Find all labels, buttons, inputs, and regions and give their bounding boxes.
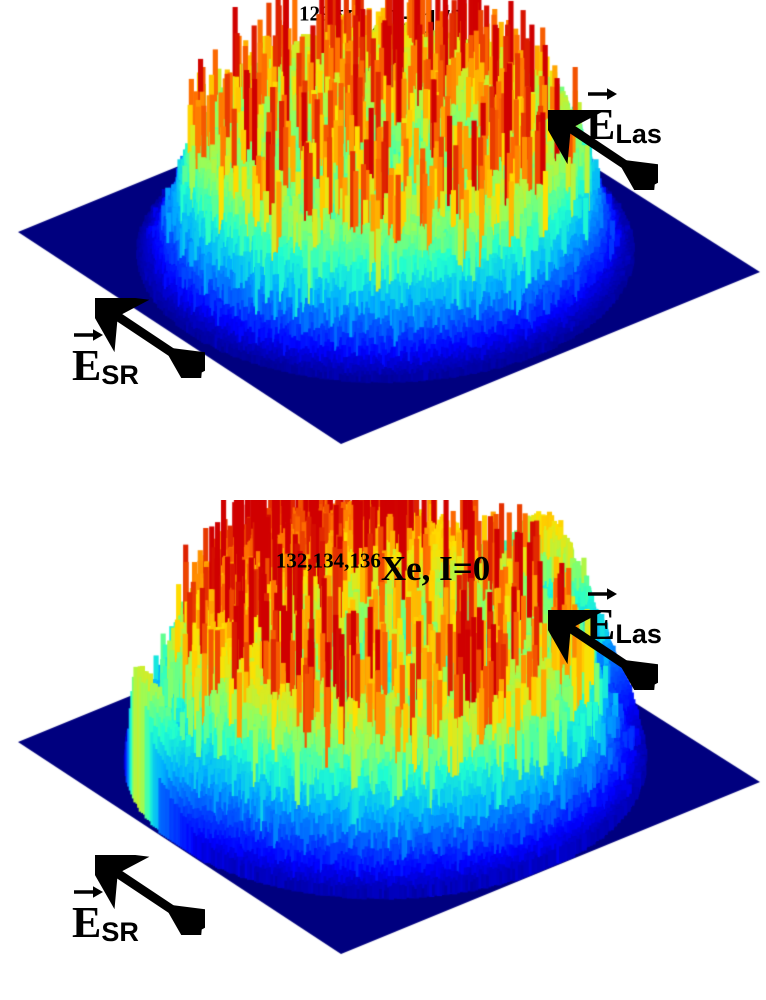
surface-canvas-xe129 xyxy=(0,0,766,500)
e-las-double-arrow-icon-xe129 xyxy=(548,110,658,190)
title-superscript-xe132: 132,134,136 xyxy=(275,548,381,573)
panel-xe132-134-136: ELas ESR 132,134,136Xe, I=0 xyxy=(0,500,766,999)
e-sr-double-arrow-icon-xe129 xyxy=(95,298,205,378)
page-title-xe132: 132,134,136Xe, I=0 xyxy=(0,549,766,589)
e-sr-symbol-xe132: E xyxy=(72,886,103,945)
title-main-xe132: Xe, I=0 xyxy=(380,549,491,588)
e-sr-label-xe129: ESR xyxy=(72,329,139,389)
e-las-symbol-xe132: E xyxy=(586,588,617,647)
surface-plot-xe129: ELas ESR xyxy=(0,0,766,500)
vector-arrow-icon xyxy=(588,88,617,100)
panel-xe129: 129Xe, I=1/2 ELas xyxy=(0,0,766,500)
vector-arrow-icon xyxy=(74,886,103,898)
e-sr-double-arrow-icon-xe132 xyxy=(95,855,205,935)
vector-arrow-icon xyxy=(74,329,103,341)
vector-arrow-icon xyxy=(588,588,617,600)
surface-plot-xe132: ELas ESR xyxy=(0,500,766,1000)
e-las-label-xe129: ELas xyxy=(586,88,662,148)
e-sr-label-xe132: ESR xyxy=(72,886,139,946)
e-sr-symbol-xe129: E xyxy=(72,329,103,388)
e-las-label-xe132: ELas xyxy=(586,588,662,648)
e-las-double-arrow-icon-xe132 xyxy=(548,610,658,690)
e-las-symbol-xe129: E xyxy=(586,88,617,147)
